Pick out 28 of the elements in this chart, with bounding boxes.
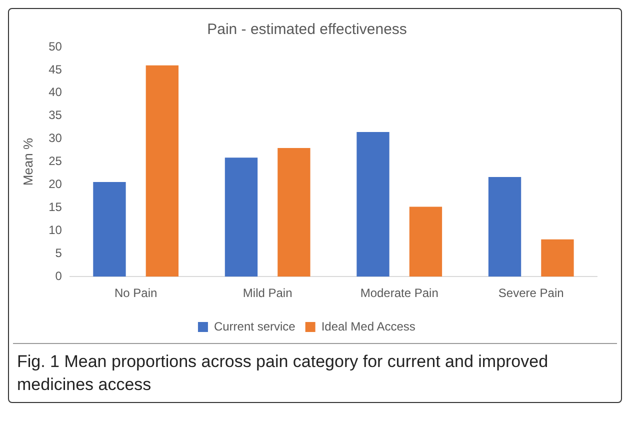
y-tick-label: 30 [48,131,62,146]
caption: Fig. 1 Mean proportions across pain category for current and improved medicines access [13,343,617,396]
y-tick-label: 35 [48,108,62,122]
x-tick-label: No Pain [114,286,158,300]
y-tick-label: 15 [48,200,62,214]
y-tick-label: 25 [48,154,62,168]
bar [278,148,310,277]
y-tick-label: 5 [55,246,62,260]
bar [224,158,258,277]
bar [488,176,522,277]
y-tick-label: 10 [48,222,62,237]
legend-label: Current service [214,319,296,334]
legend-label: Ideal Med Access [321,319,416,334]
x-tick-label: Mild Pain [242,286,292,300]
bar [93,182,126,277]
bar [409,206,442,277]
y-tick-label: 0 [55,268,62,283]
y-tick-label: 45 [48,62,62,76]
bar [146,65,179,277]
y-tick-label: 40 [48,85,62,100]
x-tick-label: Severe Pain [498,286,564,300]
chart-title: Pain - estimated effectiveness [207,21,407,38]
y-tick-label: 50 [48,39,62,54]
x-tick-label: Moderate Pain [360,286,438,300]
bar [541,239,574,277]
y-axis-title: Mean % [20,138,36,186]
y-tick-label: 20 [48,177,62,192]
bar [356,132,390,277]
